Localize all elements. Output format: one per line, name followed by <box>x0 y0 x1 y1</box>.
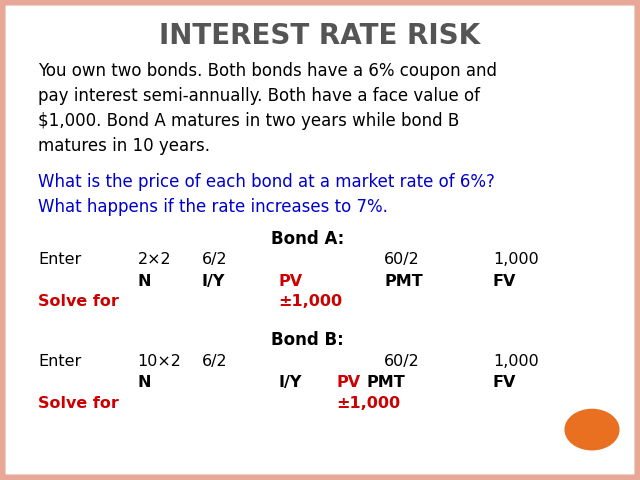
Text: 60/2: 60/2 <box>384 354 420 369</box>
Text: N: N <box>138 375 151 390</box>
Text: PMT: PMT <box>367 375 406 390</box>
Text: PV: PV <box>336 375 360 390</box>
Text: Enter: Enter <box>38 354 82 369</box>
Circle shape <box>565 409 619 450</box>
Text: Bond A:: Bond A: <box>271 230 344 249</box>
Text: I/Y: I/Y <box>278 375 302 390</box>
Text: What is the price of each bond at a market rate of 6%?
What happens if the rate : What is the price of each bond at a mark… <box>38 173 495 216</box>
Text: Solve for: Solve for <box>38 294 119 309</box>
Text: 6/2: 6/2 <box>202 354 227 369</box>
Text: 2×2: 2×2 <box>138 252 172 267</box>
Text: 60/2: 60/2 <box>384 252 420 267</box>
Text: 1,000: 1,000 <box>493 354 538 369</box>
Text: Enter: Enter <box>38 252 82 267</box>
Text: 6/2: 6/2 <box>202 252 227 267</box>
Text: FV: FV <box>493 375 516 390</box>
Text: I/Y: I/Y <box>202 274 225 288</box>
Text: 10×2: 10×2 <box>138 354 182 369</box>
Text: PMT: PMT <box>384 274 423 288</box>
Text: ±1,000: ±1,000 <box>336 396 400 411</box>
Text: FV: FV <box>493 274 516 288</box>
Text: Bond B:: Bond B: <box>271 331 344 349</box>
Text: You own two bonds. Both bonds have a 6% coupon and
pay interest semi-annually. B: You own two bonds. Both bonds have a 6% … <box>38 62 497 156</box>
Text: INTEREST RATE RISK: INTEREST RATE RISK <box>159 22 481 49</box>
Text: N: N <box>138 274 151 288</box>
Text: Solve for: Solve for <box>38 396 119 411</box>
Text: 1,000: 1,000 <box>493 252 538 267</box>
Text: ±1,000: ±1,000 <box>278 294 342 309</box>
Text: PV: PV <box>278 274 303 288</box>
